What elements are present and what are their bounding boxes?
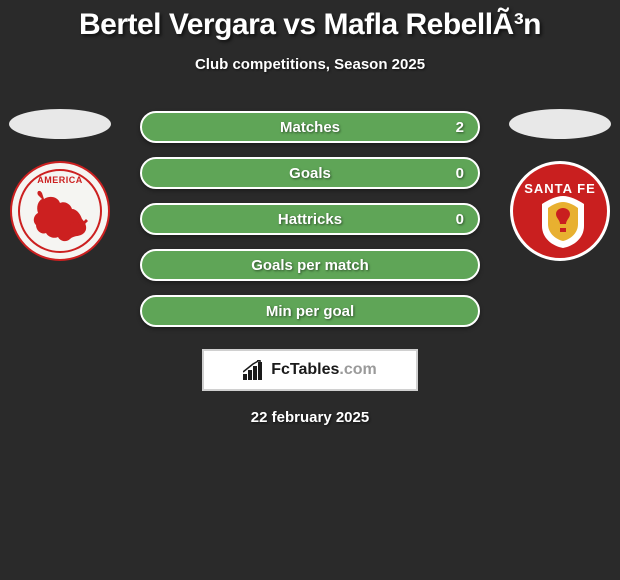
lion-shield-icon bbox=[542, 196, 584, 248]
footer-brand: FcTables.com bbox=[271, 361, 377, 379]
stat-label: Goals bbox=[289, 165, 331, 182]
stat-label: Min per goal bbox=[266, 303, 354, 320]
stat-value: 0 bbox=[456, 165, 464, 182]
stat-value: 0 bbox=[456, 211, 464, 228]
stat-row-goals-per-match: Goals per match bbox=[140, 249, 480, 281]
footer-brand-a: FcTables bbox=[271, 361, 339, 378]
club-left-label: AMERICA bbox=[18, 169, 102, 253]
stat-bars-container: Matches 2 Goals 0 Hattricks 0 Goals per … bbox=[140, 111, 480, 327]
stat-row-hattricks: Hattricks 0 bbox=[140, 203, 480, 235]
bar-chart-icon bbox=[243, 360, 267, 380]
stat-value: 2 bbox=[456, 119, 464, 136]
stat-label: Goals per match bbox=[251, 257, 369, 274]
club-right-name: SANTA FE bbox=[524, 181, 596, 196]
footer-brand-b: .com bbox=[339, 361, 376, 378]
stat-row-min-per-goal: Min per goal bbox=[140, 295, 480, 327]
player-left-base-icon bbox=[9, 109, 111, 139]
subtitle: Club competitions, Season 2025 bbox=[0, 56, 620, 73]
club-left-name: AMERICA bbox=[37, 175, 83, 185]
date-label: 22 february 2025 bbox=[0, 409, 620, 426]
stat-label: Matches bbox=[280, 119, 340, 136]
player-right-base-icon bbox=[509, 109, 611, 139]
stat-label: Hattricks bbox=[278, 211, 342, 228]
club-badge-left: AMERICA bbox=[10, 161, 110, 261]
page-title: Bertel Vergara vs Mafla RebellÃ³n bbox=[0, 0, 620, 42]
comparison-area: AMERICA SANTA FE Matches 2 Goals 0 Hattr… bbox=[0, 111, 620, 426]
stat-row-goals: Goals 0 bbox=[140, 157, 480, 189]
attribution-box: FcTables.com bbox=[202, 349, 418, 391]
club-badge-right: SANTA FE bbox=[510, 161, 610, 261]
stat-row-matches: Matches 2 bbox=[140, 111, 480, 143]
devil-icon bbox=[30, 189, 94, 247]
